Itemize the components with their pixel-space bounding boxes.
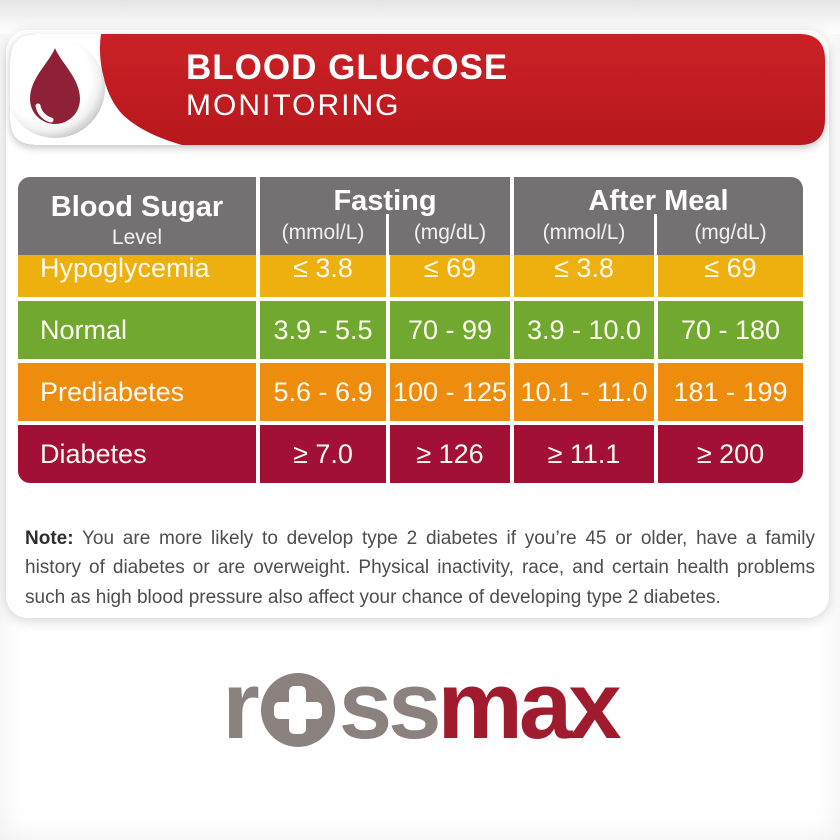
- column-header-after-meal: After Meal (mmol/L) (mg/dL): [514, 177, 803, 255]
- column-subtitle: Level: [111, 225, 163, 249]
- value-cell: 10.1 - 11.0: [514, 363, 654, 421]
- column-title: Blood Sugar: [50, 190, 224, 223]
- rossmax-logo: r ss max: [0, 658, 840, 754]
- title-banner: BLOOD GLUCOSE MONITORING: [10, 34, 825, 145]
- logo-text-r: r: [222, 652, 259, 759]
- banner-red-shape: [10, 34, 825, 145]
- page-subtitle: MONITORING: [186, 89, 401, 123]
- column-title: After Meal: [588, 185, 729, 217]
- value-cell: ≥ 7.0: [260, 425, 386, 483]
- value-cell: 70 - 99: [390, 301, 510, 359]
- banner-text: BLOOD GLUCOSE MONITORING: [186, 48, 508, 125]
- value-cell: 181 - 199: [658, 363, 803, 421]
- note-text: Note: You are more likely to develop typ…: [25, 524, 815, 612]
- value-cell: 5.6 - 6.9: [260, 363, 386, 421]
- unit-label-mgdl: (mg/dL): [694, 221, 767, 244]
- logo-cross-icon: [260, 673, 335, 747]
- column-title: Fasting: [333, 185, 437, 217]
- value-cell: 3.9 - 5.5: [260, 301, 386, 359]
- row-label-prediabetes: Prediabetes: [18, 363, 256, 421]
- banner-graphic: [10, 34, 825, 145]
- content-card: BLOOD GLUCOSE MONITORING Blood Sugar Lev…: [6, 30, 829, 618]
- unit-label-mmol: (mmol/L): [281, 221, 365, 244]
- row-label-normal: Normal: [18, 301, 256, 359]
- column-header-blood-sugar: Blood Sugar Level: [18, 177, 256, 255]
- glucose-table: Blood Sugar Level Fasting (mmol/L) (mg/d…: [18, 177, 803, 483]
- value-cell: 100 - 125: [390, 363, 510, 421]
- unit-label-mgdl: (mg/dL): [413, 221, 487, 244]
- value-cell: ≥ 11.1: [514, 425, 654, 483]
- value-cell: 3.9 - 10.0: [514, 301, 654, 359]
- blood-drop-icon: [10, 38, 105, 138]
- unit-label-mmol: (mmol/L): [542, 221, 626, 244]
- column-header-fasting: Fasting (mmol/L) (mg/dL): [260, 177, 510, 255]
- logo-text-max: max: [437, 652, 622, 759]
- page-title: BLOOD GLUCOSE: [186, 48, 509, 87]
- value-cell: ≥ 200: [658, 425, 803, 483]
- note-body: You are more likely to develop type 2 di…: [25, 528, 815, 608]
- header-divider: [654, 214, 657, 255]
- note-label: Note:: [25, 528, 74, 549]
- value-cell: 70 - 180: [658, 301, 803, 359]
- value-cell: ≥ 126: [390, 425, 510, 483]
- row-label-diabetes: Diabetes: [18, 425, 256, 483]
- header-divider: [386, 214, 389, 255]
- logo-text-ss: ss: [338, 652, 442, 759]
